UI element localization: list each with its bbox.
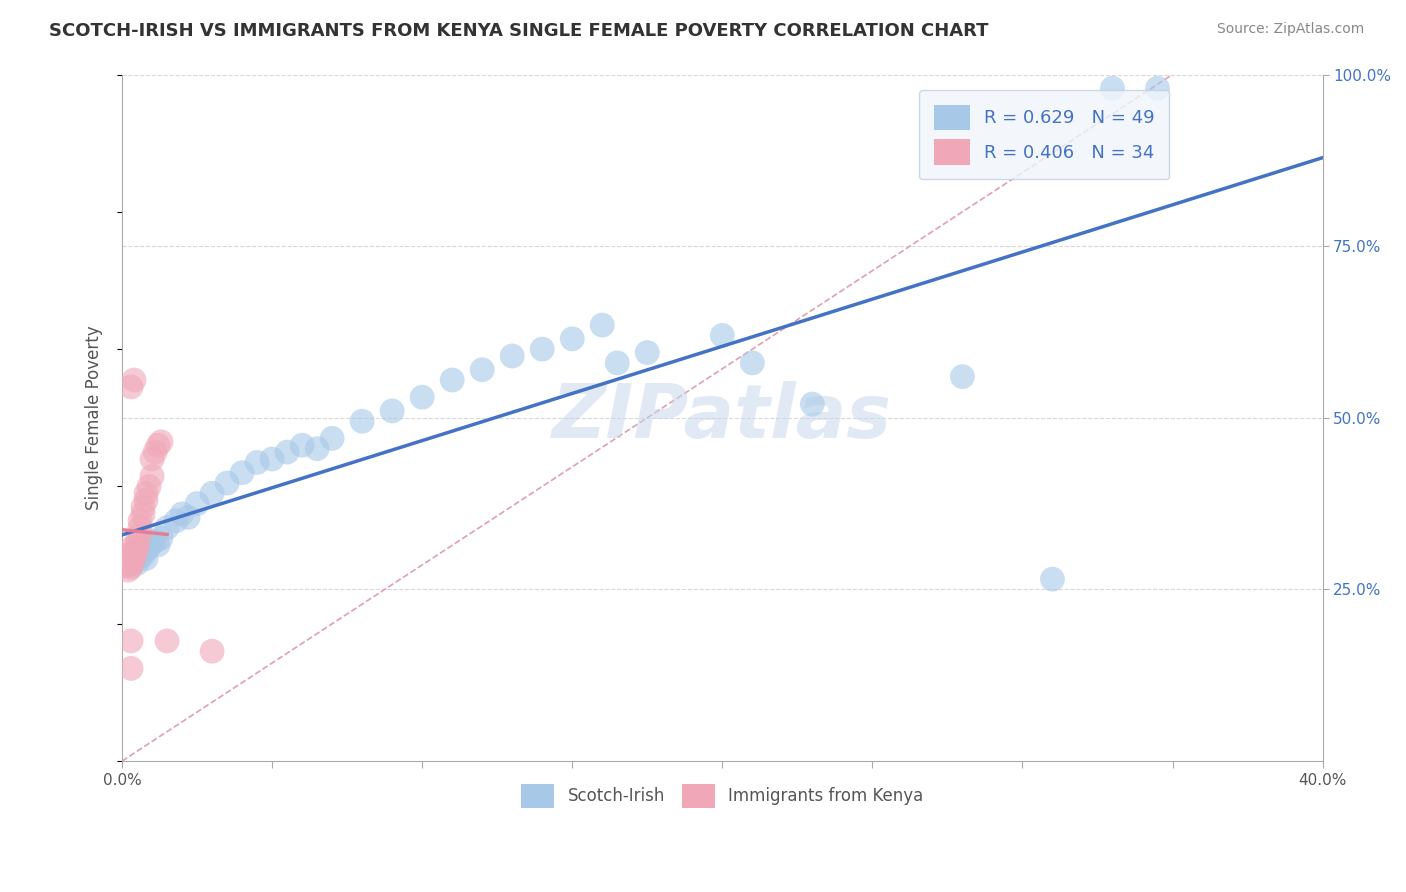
Point: [471, 363, 494, 377]
Point: [201, 644, 224, 658]
Point: [352, 414, 374, 428]
Text: SCOTCH-IRISH VS IMMIGRANTS FROM KENYA SINGLE FEMALE POVERTY CORRELATION CHART: SCOTCH-IRISH VS IMMIGRANTS FROM KENYA SI…: [49, 22, 988, 40]
Point: [132, 544, 155, 558]
Point: [135, 493, 157, 508]
Point: [132, 500, 155, 514]
Point: [291, 438, 314, 452]
Point: [262, 452, 284, 467]
Text: ZIPatlas: ZIPatlas: [553, 381, 893, 454]
Point: [117, 551, 139, 566]
Legend: Scotch-Irish, Immigrants from Kenya: Scotch-Irish, Immigrants from Kenya: [515, 778, 931, 814]
Point: [381, 404, 404, 418]
Text: Source: ZipAtlas.com: Source: ZipAtlas.com: [1216, 22, 1364, 37]
Point: [125, 551, 148, 566]
Point: [501, 349, 523, 363]
Point: [711, 328, 734, 343]
Point: [170, 507, 193, 521]
Point: [120, 380, 142, 394]
Point: [129, 547, 152, 561]
Point: [138, 540, 160, 554]
Point: [150, 434, 173, 449]
Point: [120, 557, 142, 571]
Point: [1146, 81, 1168, 95]
Point: [120, 661, 142, 675]
Point: [591, 318, 613, 332]
Point: [186, 497, 208, 511]
Point: [952, 369, 974, 384]
Point: [246, 455, 269, 469]
Point: [141, 469, 163, 483]
Point: [636, 345, 658, 359]
Point: [120, 553, 142, 567]
Point: [606, 356, 628, 370]
Point: [177, 510, 200, 524]
Point: [132, 507, 155, 521]
Point: [231, 466, 253, 480]
Point: [801, 397, 824, 411]
Point: [741, 356, 763, 370]
Point: [135, 486, 157, 500]
Point: [156, 521, 179, 535]
Point: [117, 548, 139, 562]
Point: [307, 442, 329, 456]
Point: [129, 514, 152, 528]
Point: [135, 542, 157, 557]
Point: [117, 555, 139, 569]
Point: [125, 542, 148, 557]
Point: [150, 531, 173, 545]
Point: [146, 538, 169, 552]
Point: [141, 452, 163, 467]
Point: [531, 342, 554, 356]
Point: [141, 535, 163, 549]
Point: [1042, 572, 1064, 586]
Point: [122, 373, 145, 387]
Point: [125, 534, 148, 549]
Point: [125, 557, 148, 571]
Point: [321, 431, 343, 445]
Point: [117, 555, 139, 569]
Point: [201, 486, 224, 500]
Point: [129, 549, 152, 564]
Point: [129, 527, 152, 541]
Point: [122, 553, 145, 567]
Point: [122, 544, 145, 558]
Point: [122, 551, 145, 566]
Point: [561, 332, 583, 346]
Point: [276, 445, 298, 459]
Point: [143, 534, 166, 549]
Point: [120, 560, 142, 574]
Point: [146, 438, 169, 452]
Point: [120, 551, 142, 566]
Point: [120, 558, 142, 573]
Point: [135, 551, 157, 566]
Point: [129, 521, 152, 535]
Point: [120, 541, 142, 556]
Point: [411, 390, 433, 404]
Point: [143, 445, 166, 459]
Point: [122, 548, 145, 562]
Point: [165, 514, 187, 528]
Point: [441, 373, 464, 387]
Y-axis label: Single Female Poverty: Single Female Poverty: [86, 326, 103, 510]
Point: [138, 479, 160, 493]
Point: [117, 563, 139, 577]
Point: [125, 538, 148, 552]
Point: [217, 476, 239, 491]
Point: [156, 634, 179, 648]
Point: [132, 548, 155, 562]
Point: [114, 558, 136, 573]
Point: [1101, 81, 1123, 95]
Point: [120, 634, 142, 648]
